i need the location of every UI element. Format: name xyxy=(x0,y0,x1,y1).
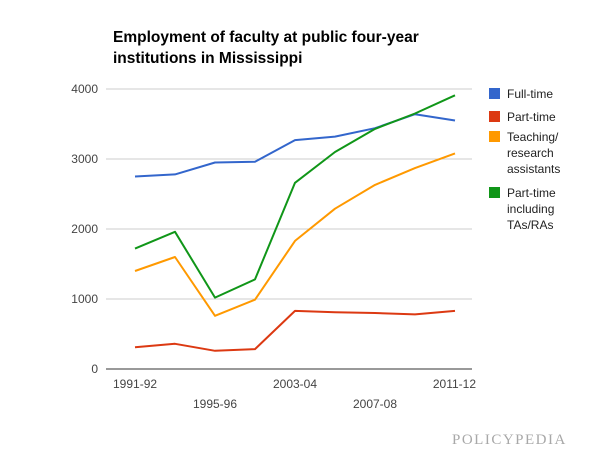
legend-swatch xyxy=(489,187,500,198)
x-tick-label: 2011-12 xyxy=(433,377,476,391)
legend-swatch xyxy=(489,111,500,122)
series-line-2 xyxy=(134,152,456,317)
series-line-0 xyxy=(134,113,456,178)
y-tick-label: 0 xyxy=(91,362,98,376)
legend-label: assistants xyxy=(507,162,560,176)
legend-swatch xyxy=(489,88,500,99)
legend-label: research xyxy=(507,146,554,160)
legend-label: Part-time xyxy=(507,186,556,200)
x-axis-ticks: 1991-92 1995-96 2003-04 2007-08 2011-12 xyxy=(113,377,476,411)
legend-swatch xyxy=(489,131,500,142)
legend-label: Full-time xyxy=(507,87,553,101)
policypedia-logo: POLICYPEDIA xyxy=(452,432,567,449)
x-tick-label: 1991-92 xyxy=(113,377,157,391)
gridlines xyxy=(106,88,472,370)
legend-label: Teaching/ xyxy=(507,130,559,144)
y-tick-label: 4000 xyxy=(71,82,98,96)
series-line-1 xyxy=(134,309,456,352)
legend-label: Part-time xyxy=(507,110,556,124)
series-lines xyxy=(134,94,456,352)
series-line-3 xyxy=(134,94,456,299)
y-axis-ticks: 0 1000 2000 3000 4000 xyxy=(71,82,98,376)
y-tick-label: 2000 xyxy=(71,222,98,236)
chart-title: Employment of faculty at public four-yea… xyxy=(113,29,419,67)
y-tick-label: 1000 xyxy=(71,292,98,306)
legend: Full-time Part-time Teaching/research assis… xyxy=(489,87,560,232)
watermark-text: POLICYPEDIA xyxy=(452,432,567,448)
x-tick-label: 2007-08 xyxy=(353,397,397,411)
legend-label: TAs/RAs xyxy=(507,218,553,232)
legend-label: including xyxy=(507,202,554,216)
x-tick-label: 1995-96 xyxy=(193,397,237,411)
x-tick-label: 2003-04 xyxy=(273,377,317,391)
y-tick-label: 3000 xyxy=(71,152,98,166)
